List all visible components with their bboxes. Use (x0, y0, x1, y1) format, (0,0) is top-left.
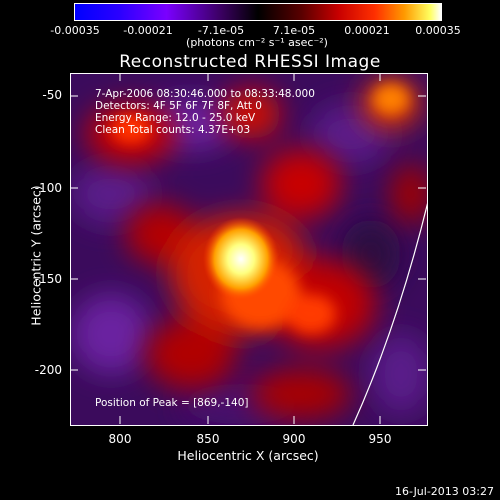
y-tick-label: -150 (34, 272, 62, 286)
colorbar-unit-label: (photons cm⁻² s⁻¹ asec⁻²) (186, 36, 328, 49)
colorbar-tick: -0.00021 (123, 24, 173, 37)
detectors-label: Detectors: 4F 5F 6F 7F 8F, Att 0 (95, 100, 262, 112)
colorbar-tick: -7.1e-05 (197, 24, 245, 37)
x-axis-label: Heliocentric X (arcsec) (177, 448, 319, 463)
clean-counts-label: Clean Total counts: 4.37E+03 (95, 124, 251, 136)
colorbar-tick: -0.00035 (50, 24, 100, 37)
rhessi-image (70, 73, 428, 426)
time-range-label: 7-Apr-2006 08:30:46.000 to 08:33:48.000 (95, 88, 315, 100)
colorbar-tick: 0.00035 (415, 24, 461, 37)
colorbar-tick: 7.1e-05 (272, 24, 316, 37)
y-tick-label: -50 (42, 88, 62, 102)
energy-range-label: Energy Range: 12.0 - 25.0 keV (95, 112, 256, 124)
y-tick-label: -100 (34, 181, 62, 195)
footer-date: 16-Jul-2013 03:27 (394, 485, 494, 498)
x-tick-label: 950 (368, 432, 392, 446)
x-tick-label: 800 (108, 432, 132, 446)
x-tick-label: 900 (282, 432, 306, 446)
rhessi-image-canvas (71, 74, 427, 425)
plot-title: Reconstructed RHESSI Image (119, 52, 381, 72)
colorbar-tick: 0.00021 (344, 24, 390, 37)
peak-position-label: Position of Peak = [869,-140] (95, 397, 249, 409)
y-axis-label: Heliocentric Y (arcsec) (28, 185, 44, 326)
x-tick-label: 850 (196, 432, 220, 446)
colorbar (74, 3, 442, 21)
y-tick-label: -200 (34, 363, 62, 377)
